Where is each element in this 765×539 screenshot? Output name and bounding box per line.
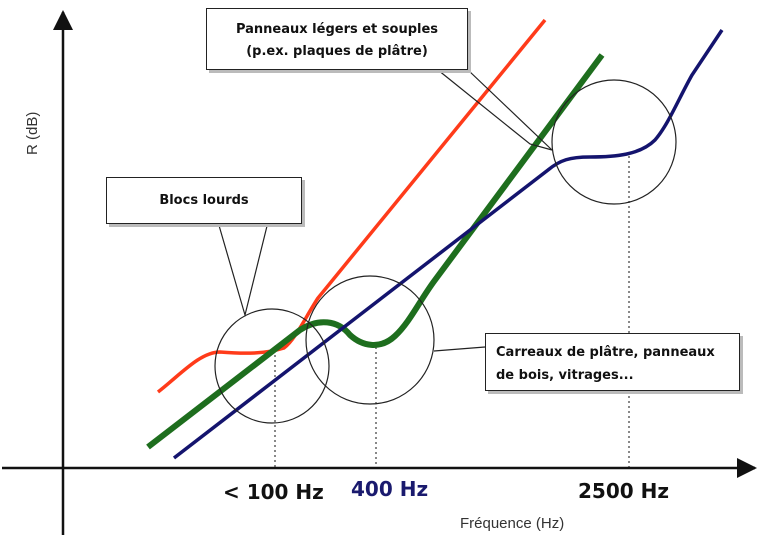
frequency-label-low: < 100 Hz — [223, 480, 324, 504]
callout-pointer-blocks — [217, 221, 269, 318]
highlight-circle-mid — [305, 275, 435, 405]
frequency-label-high: 2500 Hz — [578, 479, 670, 503]
callout-pointer-light-panels-2 — [467, 69, 553, 151]
callout-heavy-blocks: Blocs lourds — [106, 177, 302, 224]
highlight-circle-low — [214, 308, 330, 424]
x-axis-label: Fréquence (Hz) — [460, 515, 565, 532]
callout-tiles-line1: Carreaux de plâtre, panneaux — [496, 345, 715, 360]
callout-pointer-tiles — [433, 346, 486, 352]
light-panels-curve — [172, 29, 724, 460]
frequency-label-mid: 400 Hz — [351, 477, 429, 501]
callout-light-panels-line2: (p.ex. plaques de plâtre) — [246, 44, 428, 59]
callout-light-panels-line1: Panneaux légers et souples — [235, 22, 439, 37]
callout-heavy-blocks-text: Blocs lourds — [159, 193, 249, 208]
callout-tiles-line2: de bois, vitrages... — [496, 368, 634, 383]
callout-light-panels: Panneaux légers et souples (p.ex. plaque… — [206, 8, 468, 70]
callout-pointer-light-panels — [437, 69, 553, 151]
callout-tiles: Carreaux de plâtre, panneaux de bois, vi… — [485, 333, 740, 391]
highlight-circle-high — [551, 79, 677, 205]
heavy-blocks-curve — [156, 18, 547, 394]
y-axis-label: R (dB) — [24, 111, 41, 155]
tiles-curve — [146, 53, 605, 450]
